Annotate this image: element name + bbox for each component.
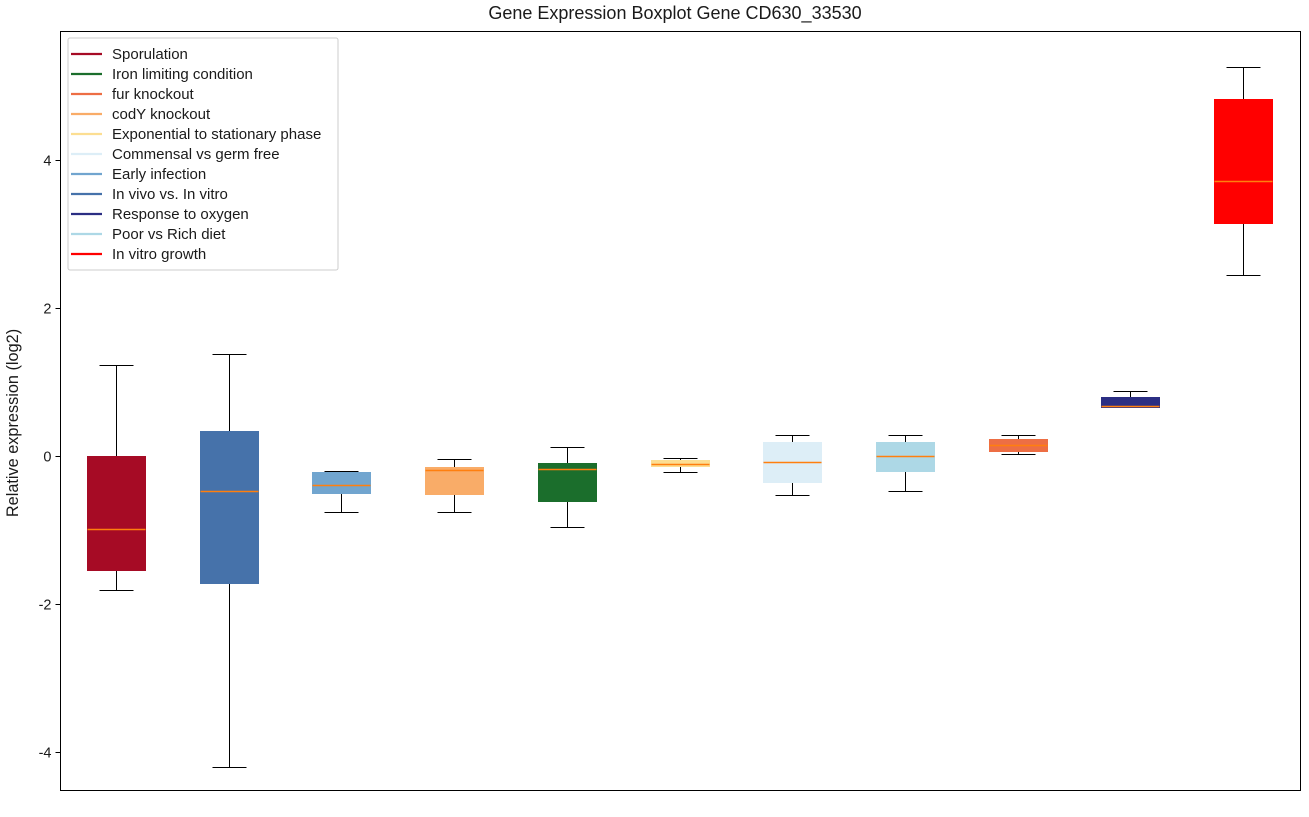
- svg-text:2: 2: [43, 302, 51, 318]
- svg-text:-4: -4: [39, 746, 52, 762]
- svg-text:Exponential to stationary phas: Exponential to stationary phase: [112, 126, 321, 143]
- svg-text:codY knockout: codY knockout: [112, 106, 211, 123]
- svg-text:Sporulation: Sporulation: [112, 46, 188, 63]
- svg-text:Commensal vs germ free: Commensal vs germ free: [112, 146, 280, 163]
- svg-text:Relative expression (log2): Relative expression (log2): [4, 329, 22, 517]
- svg-text:0: 0: [43, 450, 51, 466]
- svg-text:4: 4: [43, 154, 51, 170]
- svg-text:Poor vs Rich diet: Poor vs Rich diet: [112, 226, 226, 243]
- svg-text:In vivo vs. In vitro: In vivo vs. In vitro: [112, 186, 228, 203]
- svg-text:Gene Expression Boxplot Gene C: Gene Expression Boxplot Gene CD630_33530: [488, 3, 861, 24]
- svg-text:Early infection: Early infection: [112, 166, 206, 183]
- svg-text:In vitro growth: In vitro growth: [112, 246, 206, 263]
- svg-text:Response to oxygen: Response to oxygen: [112, 206, 249, 223]
- svg-text:-2: -2: [39, 598, 52, 614]
- svg-text:fur knockout: fur knockout: [112, 86, 195, 103]
- svg-text:Iron limiting condition: Iron limiting condition: [112, 66, 253, 83]
